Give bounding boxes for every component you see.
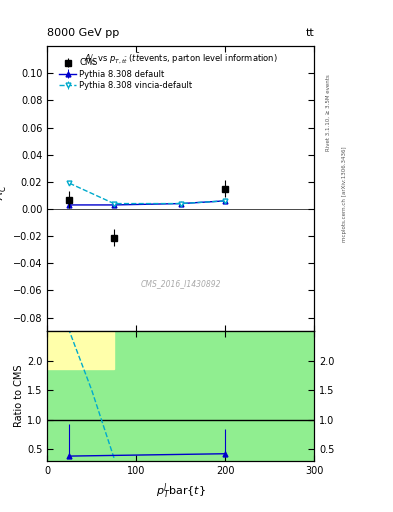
X-axis label: $p_T^l\mathrm{bar}\{t\}$: $p_T^l\mathrm{bar}\{t\}$ (156, 481, 206, 501)
Y-axis label: Ratio to CMS: Ratio to CMS (14, 365, 24, 427)
Text: 8000 GeV pp: 8000 GeV pp (47, 28, 119, 38)
Text: mcplots.cern.ch [arXiv:1306.3436]: mcplots.cern.ch [arXiv:1306.3436] (342, 147, 347, 242)
Legend: CMS, Pythia 8.308 default, Pythia 8.308 vincia-default: CMS, Pythia 8.308 default, Pythia 8.308 … (57, 56, 195, 92)
Y-axis label: $A_C^{lep}$: $A_C^{lep}$ (0, 177, 10, 200)
Text: $A_C^l$ vs $p_{T,t\bar{t}}$ ($t\bar{t}$events, parton level information): $A_C^l$ vs $p_{T,t\bar{t}}$ ($t\bar{t}$e… (84, 52, 278, 67)
Text: tt: tt (306, 28, 314, 38)
Text: CMS_2016_I1430892: CMS_2016_I1430892 (141, 280, 221, 288)
Bar (47, 331, 114, 370)
Text: Rivet 3.1.10, ≥ 3.5M events: Rivet 3.1.10, ≥ 3.5M events (326, 74, 331, 151)
